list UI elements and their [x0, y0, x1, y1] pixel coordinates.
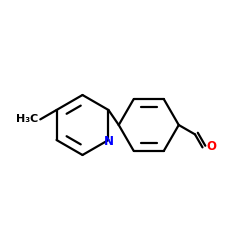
- Text: N: N: [104, 135, 114, 148]
- Text: H₃C: H₃C: [16, 114, 38, 124]
- Text: O: O: [206, 140, 216, 153]
